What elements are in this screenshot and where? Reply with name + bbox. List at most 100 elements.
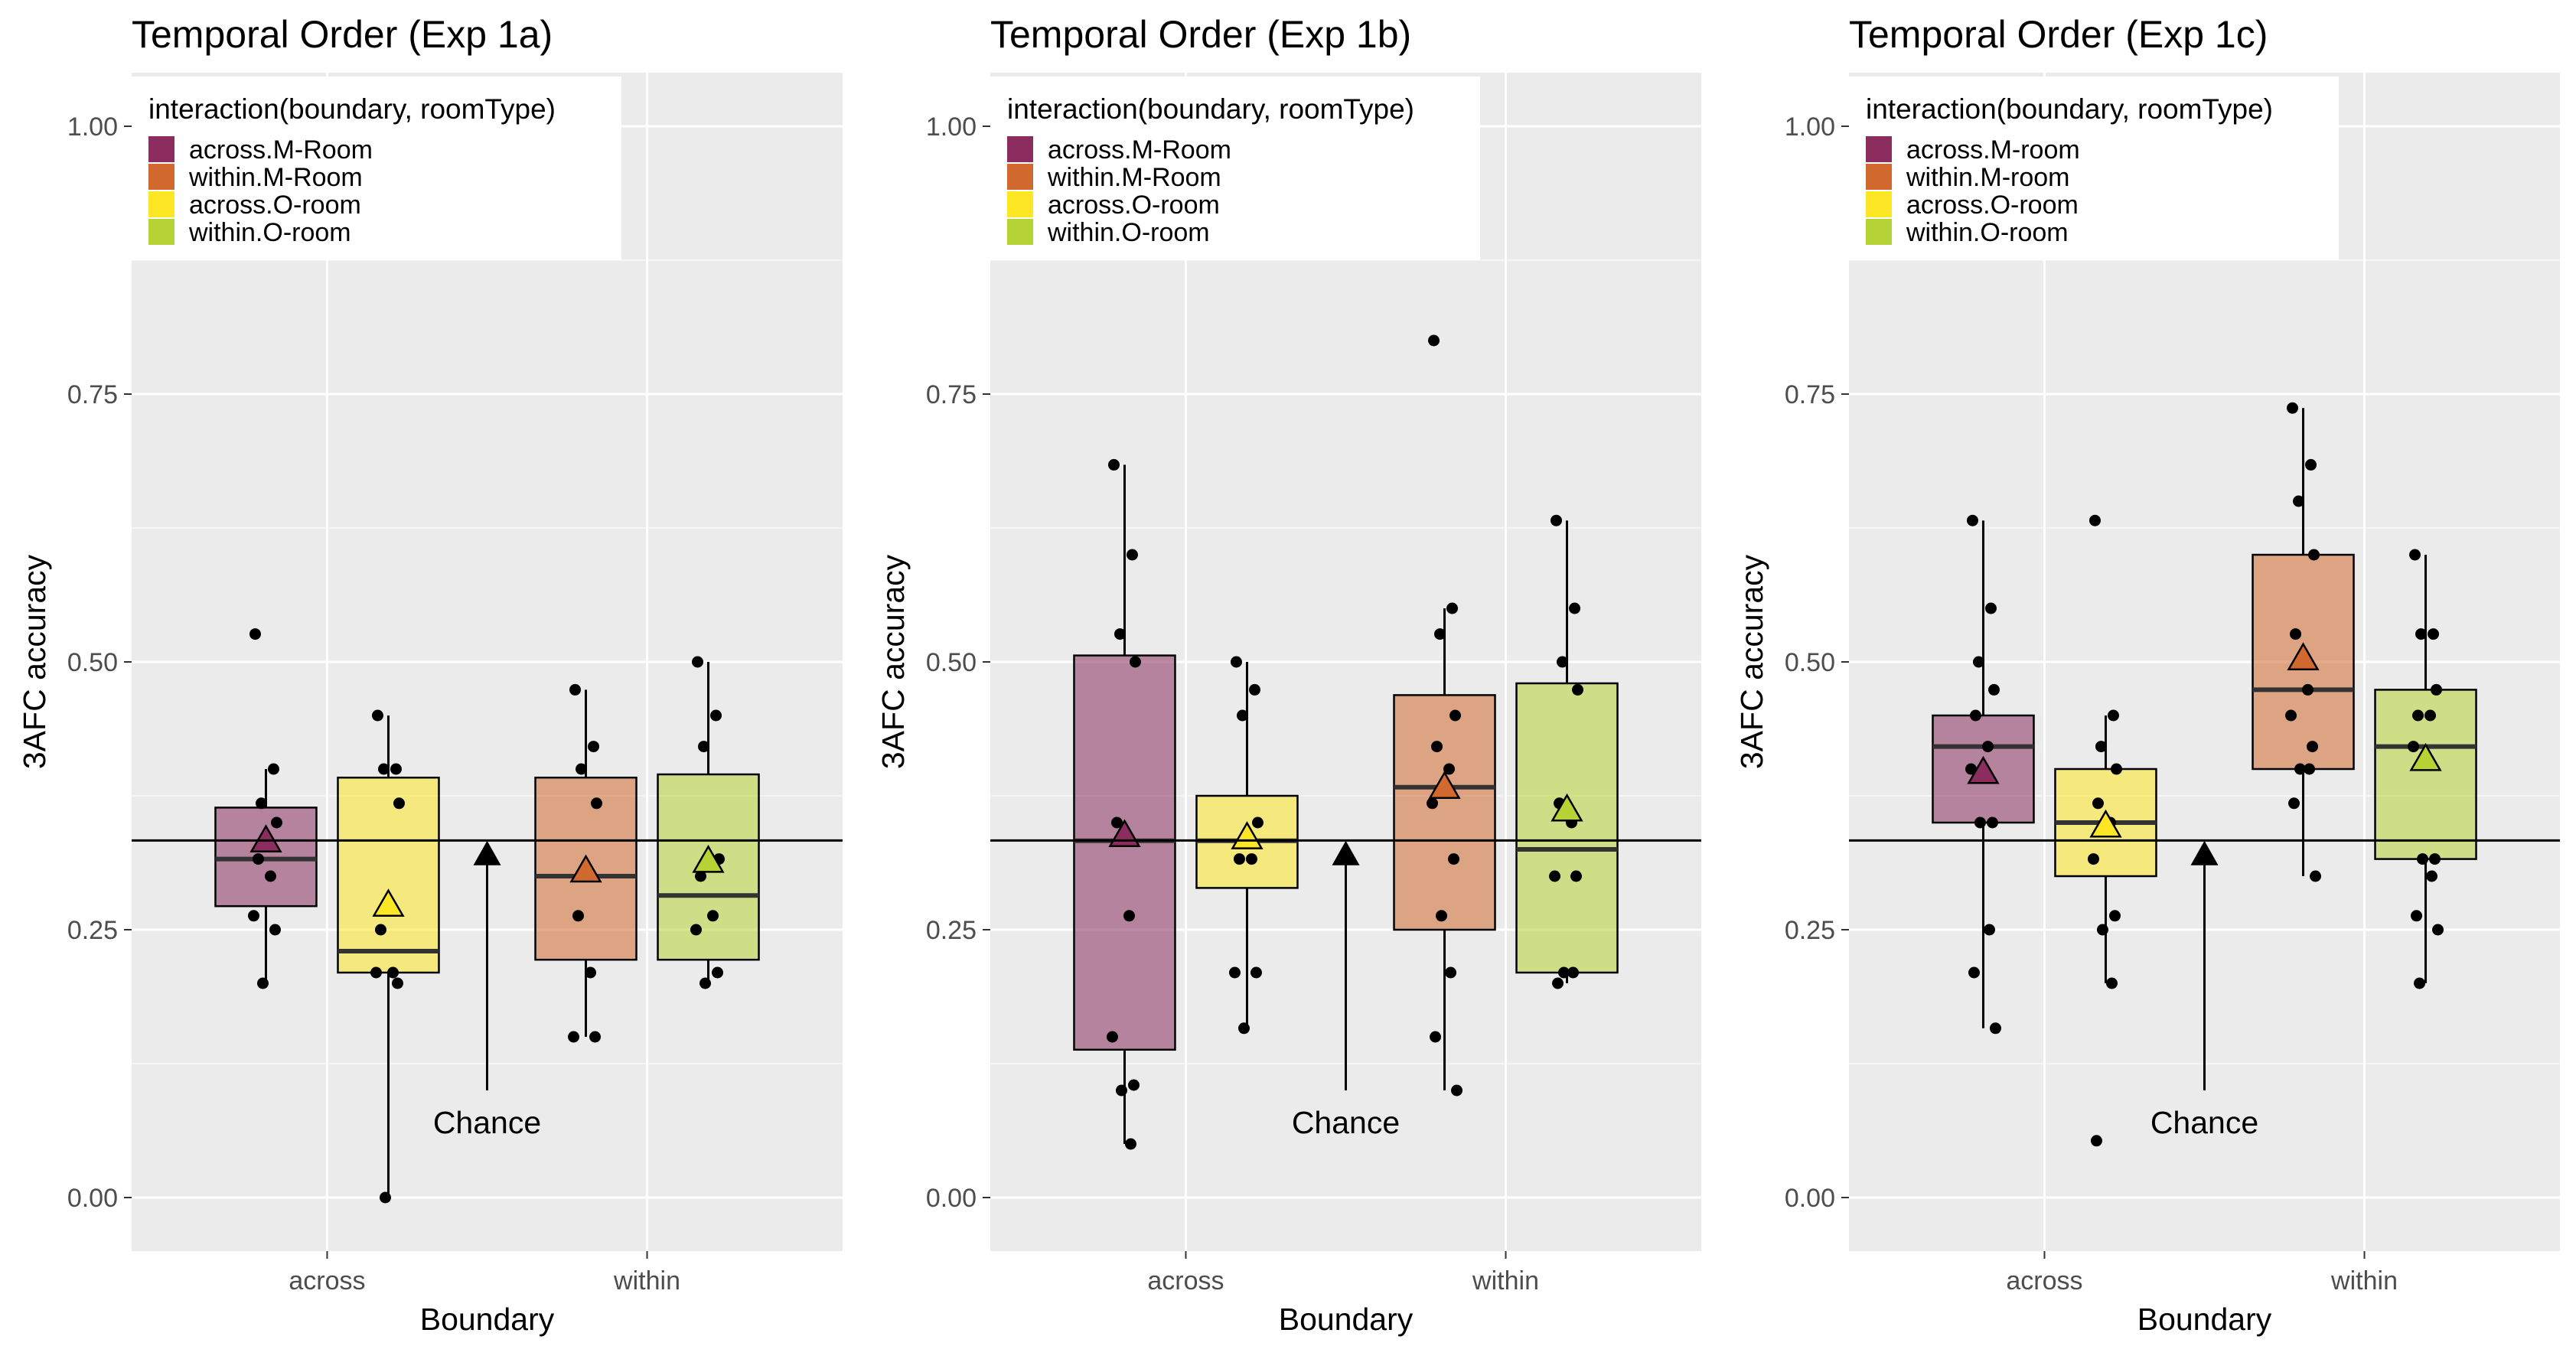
- data-point: [267, 763, 279, 775]
- mean-triangle: [1231, 821, 1264, 849]
- data-point: [692, 656, 704, 668]
- data-point: [256, 977, 269, 989]
- legend: interaction(boundary, roomType) across.M-…: [1849, 77, 2339, 260]
- data-point: [379, 1191, 391, 1204]
- data-point: [252, 853, 264, 865]
- data-point: [2412, 709, 2424, 722]
- chart-title: Temporal Order (Exp 1b): [990, 13, 1411, 56]
- data-point: [2294, 763, 2307, 775]
- legend-key: [1866, 191, 1892, 217]
- legend-label: within.O-room: [1906, 218, 2069, 247]
- data-point: [1129, 656, 1141, 668]
- data-point: [1431, 741, 1443, 753]
- chart-panel-2: Chance 0.00 0.25 0.50 0.75 1.00 across within Bo…: [876, 13, 1701, 1337]
- y-tick-label: 1.00: [926, 112, 977, 142]
- data-point: [591, 797, 603, 810]
- mean-triangle: [2287, 642, 2320, 671]
- data-point: [1248, 683, 1260, 696]
- y-tick-label: 0.25: [67, 916, 118, 945]
- mean-triangle: [692, 844, 725, 873]
- data-point: [1558, 966, 1570, 979]
- data-point: [1570, 870, 1583, 882]
- box-across-M: [214, 628, 318, 989]
- data-point: [1123, 910, 1135, 922]
- y-tick-label: 0.50: [926, 648, 977, 677]
- box-iqr: [1073, 654, 1176, 1051]
- y-tick-label: 0.00: [1785, 1184, 1835, 1213]
- data-point: [2310, 870, 2322, 882]
- data-point: [2411, 910, 2423, 922]
- y-axis-title: 3AFC accuracy: [1734, 554, 1769, 769]
- legend-label: within.M-Room: [188, 163, 363, 192]
- data-point: [1557, 656, 1569, 668]
- data-point: [2426, 870, 2438, 882]
- data-point: [370, 966, 382, 979]
- box-iqr: [1393, 694, 1496, 931]
- mean-triangle: [249, 824, 282, 853]
- data-point: [2302, 683, 2314, 696]
- data-point: [269, 924, 281, 936]
- data-point: [2409, 549, 2421, 561]
- x-tick-label: within: [613, 1266, 680, 1295]
- data-point: [1972, 656, 1984, 668]
- mean-triangle: [1428, 771, 1461, 800]
- data-point: [1552, 977, 1564, 989]
- legend-key: [1866, 136, 1892, 162]
- data-point: [255, 797, 267, 810]
- data-point: [576, 763, 588, 775]
- data-point: [1987, 683, 2000, 696]
- mean-triangle: [372, 888, 405, 917]
- box-within-O: [657, 656, 760, 989]
- data-point: [1110, 816, 1123, 829]
- data-point: [391, 977, 403, 989]
- box-across-O: [2054, 514, 2157, 1147]
- data-point: [1126, 549, 1138, 561]
- data-point: [2107, 709, 2119, 722]
- data-point: [1228, 966, 1241, 979]
- data-point: [1965, 763, 1977, 775]
- data-point: [386, 966, 399, 979]
- x-tick-label: across: [2006, 1266, 2082, 1295]
- y-tick-label: 0.50: [67, 648, 118, 677]
- chart-title: Temporal Order (Exp 1c): [1849, 13, 2268, 56]
- legend-key: [148, 164, 174, 190]
- box-across-M: [1932, 514, 2035, 1035]
- legend-key: [1007, 191, 1033, 217]
- box-within-M: [534, 683, 637, 1043]
- data-point: [1114, 628, 1126, 640]
- data-point: [1230, 656, 1242, 668]
- data-point: [2307, 741, 2319, 753]
- legend-box: [990, 77, 1480, 260]
- data-point: [2288, 797, 2300, 810]
- data-point: [712, 966, 724, 979]
- data-point: [1969, 709, 1981, 722]
- y-tick-label: 0.50: [1785, 648, 1835, 677]
- legend-label: within.M-Room: [1047, 163, 1221, 192]
- legend-label: within.M-room: [1906, 163, 2069, 192]
- data-point: [374, 924, 386, 936]
- mean-triangle: [569, 854, 602, 883]
- box-within-M: [2252, 402, 2355, 882]
- legend-key: [1866, 219, 1892, 245]
- data-point: [1115, 1084, 1127, 1097]
- data-point: [377, 763, 390, 775]
- data-point: [1983, 924, 1995, 936]
- data-point: [1981, 741, 1994, 753]
- data-point: [1430, 1031, 1442, 1043]
- data-point: [2092, 797, 2104, 810]
- box-iqr: [337, 776, 440, 974]
- data-point: [1236, 709, 1248, 722]
- data-point: [2429, 853, 2441, 865]
- data-point: [264, 870, 276, 882]
- data-point: [2290, 628, 2302, 640]
- legend-title: interaction(boundary, roomType): [1866, 93, 2273, 125]
- data-point: [270, 816, 282, 829]
- chance-arrow-head: [2190, 840, 2219, 865]
- y-tick-label: 0.75: [1785, 380, 1835, 409]
- data-point: [1567, 966, 1580, 979]
- data-point: [710, 709, 722, 722]
- data-point: [1968, 966, 1980, 979]
- y-axis-title: 3AFC accuracy: [876, 554, 911, 769]
- data-point: [1448, 853, 1460, 865]
